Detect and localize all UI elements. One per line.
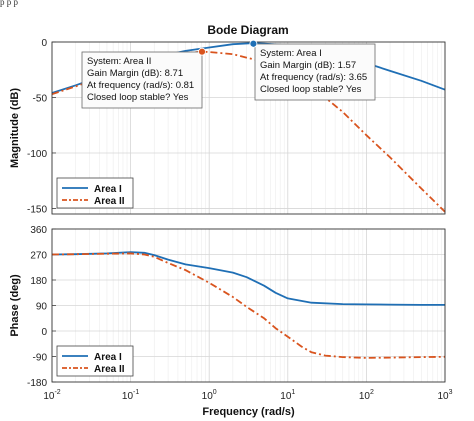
data-tip-marker	[198, 47, 206, 56]
y-tick-label: -150	[27, 204, 47, 215]
phase-panel: 360 270 180 90 0 -90 -180 Phase (deg) Area IArea…	[9, 225, 453, 418]
y-tick-label: 180	[30, 276, 47, 287]
y-tick-label: 360	[30, 225, 47, 236]
y-tick-label: -50	[33, 93, 48, 104]
data-tip-text: System: Area II	[87, 56, 151, 67]
data-tip-text: At frequency (rad/s): 0.81	[87, 80, 194, 91]
x-tick-label: 10-1	[122, 389, 139, 402]
y-tick-label: -90	[33, 353, 48, 364]
x-tick-label: 100	[202, 389, 217, 402]
y-tick-label: 270	[30, 251, 47, 262]
chart-title: Bode Diagram	[207, 23, 288, 37]
data-tip-text: Gain Margin (dB): 1.57	[260, 60, 356, 71]
x-tick-label: 103	[437, 389, 452, 402]
y-tick-label: 90	[36, 302, 48, 313]
x-tick-label: 101	[280, 389, 295, 402]
y-tick-label: 0	[41, 38, 47, 49]
data-tip-box	[254, 43, 376, 101]
legend-label: Area I	[94, 184, 122, 195]
x-tick-label: 10-2	[43, 389, 60, 402]
y-axis-label: Magnitude (dB)	[9, 88, 21, 168]
y-tick-label: -180	[27, 378, 47, 389]
series-line-area-ii	[51, 252, 446, 359]
plot-frame	[51, 41, 446, 215]
data-tip-text: System: Area I	[260, 48, 322, 59]
legend-label: Area I	[94, 352, 122, 363]
y-axis-label: Phase (deg)	[9, 274, 21, 337]
legend-box	[56, 345, 134, 377]
data-tip-marker	[249, 39, 258, 48]
legend-label: Area II	[94, 196, 125, 207]
y-tick-label: -100	[27, 149, 47, 160]
legend-box	[56, 177, 134, 209]
legend-label: Area II	[94, 364, 125, 375]
data-tip-text: Gain Margin (dB): 8.71	[87, 68, 183, 79]
data-tip-text: At frequency (rad/s): 3.65	[260, 72, 367, 83]
data-tip-box	[81, 51, 203, 109]
x-axis-label: Frequency (rad/s)	[202, 406, 295, 418]
x-tick-label: 102	[359, 389, 374, 402]
series-line-area-i	[51, 251, 445, 306]
cropped-caption-text: p p p	[0, 0, 18, 7]
y-tick-label: 0	[41, 327, 47, 338]
data-tip-text: Closed loop stable? Yes	[87, 92, 189, 103]
data-tip-text: Closed loop stable? Yes	[260, 84, 362, 95]
plot-frame	[51, 228, 446, 383]
